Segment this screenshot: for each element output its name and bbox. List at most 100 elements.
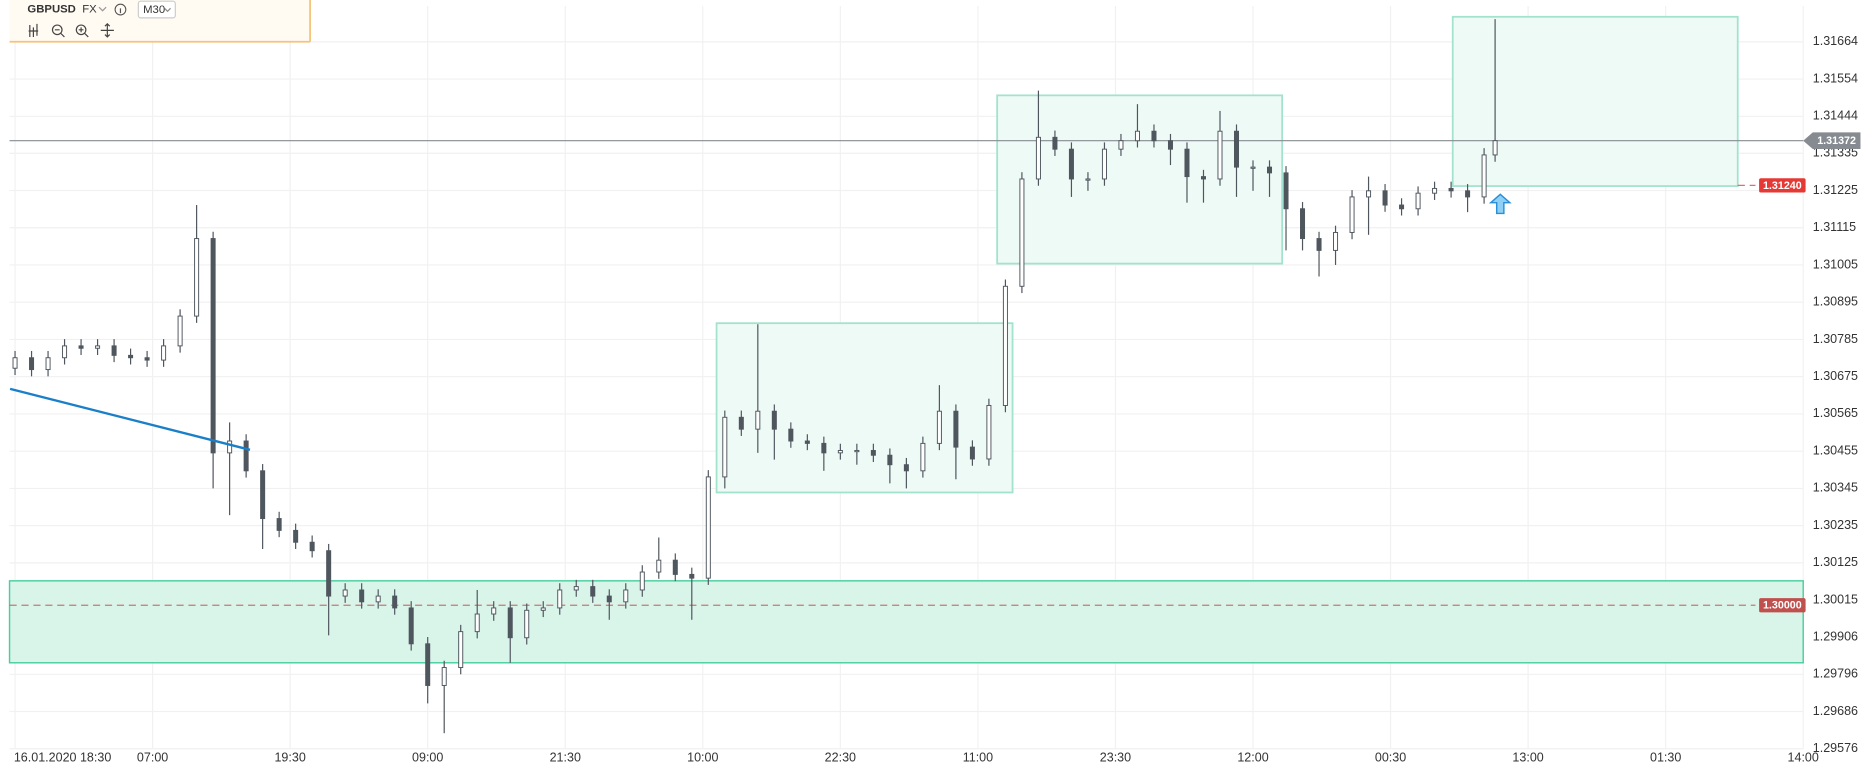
- candle-body: [144, 357, 150, 361]
- range-box: [996, 94, 1284, 265]
- candle-body: [45, 357, 51, 371]
- candle-body: [1448, 187, 1454, 192]
- candle-body: [606, 595, 612, 603]
- price-badge: [1759, 598, 1806, 613]
- candle-body: [1101, 148, 1107, 180]
- candle-body: [821, 442, 827, 454]
- x-tick-label: 00:30: [1375, 751, 1406, 765]
- candle-body: [392, 595, 398, 609]
- candle-body: [1035, 136, 1041, 180]
- candle-body: [441, 667, 447, 686]
- candle-body: [1399, 204, 1405, 210]
- y-tick-label: 1.30565: [1813, 406, 1858, 420]
- symbol[interactable]: GBPUSD: [27, 4, 75, 16]
- market: FX: [82, 4, 97, 16]
- x-tick-label: 13:00: [1512, 751, 1543, 765]
- candle-body: [573, 586, 579, 591]
- candle-body: [672, 559, 678, 575]
- candle-body: [1415, 192, 1421, 210]
- y-tick-label: 1.29906: [1813, 629, 1858, 643]
- pan-icon[interactable]: [100, 23, 114, 38]
- candle-body: [870, 450, 876, 456]
- x-tick-label: 21:30: [550, 751, 581, 765]
- candle-body: [474, 613, 480, 633]
- trend-line: [9, 387, 251, 451]
- dropdown-caret[interactable]: [98, 6, 107, 12]
- candle-body: [1382, 190, 1388, 206]
- candle-body: [936, 410, 942, 444]
- y-tick-label: 1.31554: [1813, 71, 1858, 85]
- candle-body: [1200, 176, 1206, 180]
- y-tick-label: 1.30785: [1813, 332, 1858, 346]
- candle-body: [1118, 140, 1124, 150]
- x-tick-label: 22:30: [825, 751, 856, 765]
- x-tick-label: 11:00: [963, 751, 993, 765]
- candle-body: [887, 454, 893, 466]
- candle-body: [1366, 190, 1372, 198]
- candle-body: [738, 416, 744, 430]
- dropdown-caret: [164, 7, 171, 13]
- candle-body: [1068, 148, 1074, 180]
- x-tick-label: 16.01.2020 18:30: [14, 751, 111, 765]
- zoom-out-icon[interactable]: [51, 24, 63, 36]
- y-tick-label: 1.31005: [1813, 257, 1858, 271]
- candle-body: [837, 450, 843, 454]
- support-zone: [8, 580, 1804, 664]
- candle-body: [194, 238, 200, 317]
- candle-body: [78, 345, 84, 349]
- y-tick-label: 1.30895: [1813, 295, 1858, 309]
- signal-arrow: [1488, 193, 1512, 215]
- price-badge: [1803, 132, 1861, 150]
- candle-body: [722, 416, 728, 478]
- y-tick-label: 1.29576: [1813, 741, 1858, 755]
- zoom-in-icon[interactable]: [75, 24, 87, 36]
- y-tick-label: 1.30015: [1813, 592, 1858, 606]
- x-tick-label: 23:30: [1100, 751, 1131, 765]
- info-icon[interactable]: [114, 3, 127, 16]
- x-tick-label: 10:00: [687, 751, 718, 765]
- y-tick-label: 1.29686: [1813, 704, 1858, 718]
- candle-body: [705, 476, 711, 579]
- candle-body: [1151, 130, 1157, 142]
- candle-body: [771, 410, 777, 430]
- candle-body: [1349, 196, 1355, 233]
- candle-body: [1233, 130, 1240, 168]
- y-tick-label: 1.30235: [1813, 518, 1858, 532]
- candle-body: [128, 354, 134, 359]
- candle-body: [260, 470, 266, 520]
- candle-body: [804, 440, 810, 444]
- candle-body: [986, 404, 992, 460]
- candle-body: [639, 571, 645, 591]
- range-box: [715, 322, 1014, 494]
- candle-body: [1283, 172, 1289, 210]
- y-tick-label: 1.30125: [1813, 555, 1858, 569]
- candle-body: [1492, 140, 1498, 156]
- candle-body: [969, 446, 975, 460]
- candle-body: [1432, 187, 1438, 194]
- candle-body: [29, 357, 35, 371]
- candle-body: [507, 607, 513, 639]
- price-label: 1.31372: [1817, 135, 1856, 147]
- timeframe-box[interactable]: [137, 0, 176, 19]
- candle-body: [557, 589, 563, 609]
- y-tick-label: 1.29796: [1813, 667, 1858, 681]
- range-box: [1451, 15, 1739, 187]
- candle-body: [227, 440, 233, 454]
- indicator-icon[interactable]: [28, 23, 39, 37]
- candle-body: [689, 573, 695, 579]
- candle-body: [342, 589, 348, 597]
- candle-body: [326, 550, 332, 597]
- candle-body: [309, 541, 315, 552]
- timeframe[interactable]: M30: [143, 4, 165, 16]
- candle-body: [1333, 231, 1339, 251]
- candle-body: [1134, 130, 1140, 142]
- chart-tools: [28, 23, 114, 38]
- candle-body: [623, 589, 629, 603]
- candle-body: [359, 589, 365, 603]
- x-tick-label: 12:00: [1237, 751, 1268, 765]
- x-tick-label: 09:00: [412, 751, 443, 765]
- candle-body: [1052, 136, 1058, 150]
- candle-body: [293, 529, 299, 543]
